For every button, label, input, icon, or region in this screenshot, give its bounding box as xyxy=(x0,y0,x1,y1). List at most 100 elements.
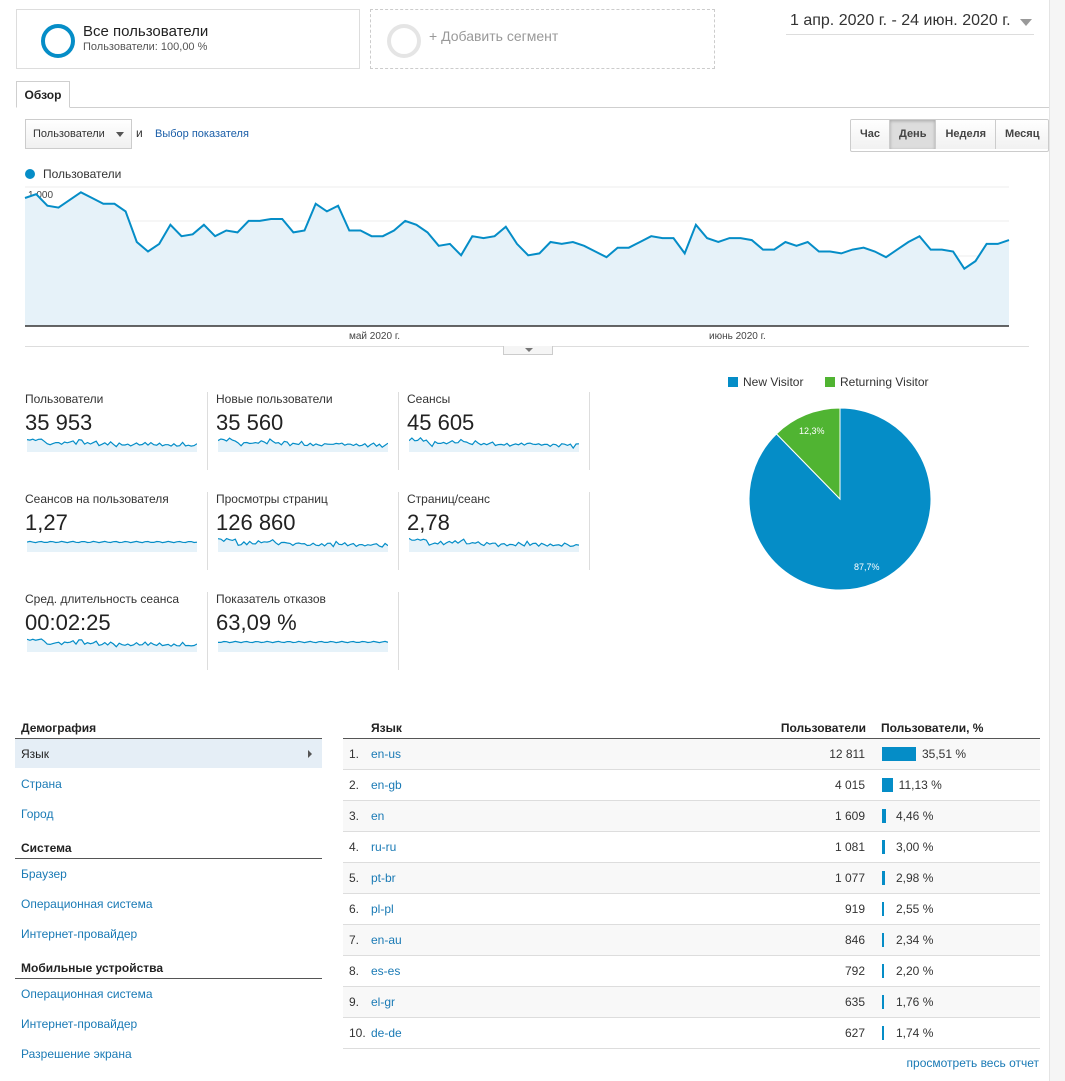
chevron-down-icon xyxy=(1020,19,1032,26)
share-percent: 2,55 % xyxy=(896,902,934,916)
nav-item-mobile-isp[interactable]: Интернет-провайдер xyxy=(21,1017,138,1031)
period-month-button[interactable]: Месяц xyxy=(996,120,1049,149)
share-percent: 2,34 % xyxy=(896,933,934,947)
date-range-picker[interactable]: 1 апр. 2020 г. - 24 июн. 2020 г. xyxy=(786,10,1034,35)
scorecard-title: Страниц/сеанс xyxy=(407,492,491,506)
nav-item-language[interactable]: Язык xyxy=(15,739,322,768)
language-link[interactable]: el-gr xyxy=(371,995,396,1009)
nav-item-country[interactable]: Страна xyxy=(21,777,62,791)
sparkline-area xyxy=(27,639,197,652)
users-value: 1 609 xyxy=(834,809,865,823)
scorecard-bounce-rate[interactable]: Показатель отказов 63,09 % xyxy=(216,592,399,670)
row-number: 1. xyxy=(349,747,360,761)
segment-all-users[interactable]: Все пользователи Пользователи: 100,00 % xyxy=(16,9,360,69)
pie-slice-returning-visitor xyxy=(775,407,841,501)
nav-item-isp[interactable]: Интернет-провайдер xyxy=(21,927,138,941)
scorecard-sessions-per-user[interactable]: Сеансов на пользователя 1,27 xyxy=(25,492,208,570)
visitor-type-pie-chart[interactable] xyxy=(748,407,932,591)
share-bar xyxy=(882,840,885,854)
share-percent: 11,13 % xyxy=(898,778,942,792)
sparkline-area xyxy=(218,641,388,652)
table-row: 4. ru-ru 1 081 3,00 % xyxy=(343,832,1040,863)
scorecard-users[interactable]: Пользователи 35 953 xyxy=(25,392,208,470)
choose-metric-link[interactable]: Выбор показателя xyxy=(155,128,249,140)
page-scrollbar[interactable] xyxy=(1049,0,1065,1081)
section-divider xyxy=(15,978,322,979)
language-link[interactable]: de-de xyxy=(371,1026,402,1040)
row-number: 6. xyxy=(349,902,360,916)
scorecard-pageviews[interactable]: Просмотры страниц 126 860 xyxy=(216,492,399,570)
language-link[interactable]: en-au xyxy=(371,933,402,947)
language-link[interactable]: en-gb xyxy=(371,778,402,792)
users-series-line xyxy=(24,191,1010,271)
scorecard-avg-session-duration[interactable]: Сред. длительность сеанса 00:02:25 xyxy=(25,592,208,670)
sparkline xyxy=(27,638,197,652)
add-segment-button[interactable]: + Добавить сегмент xyxy=(370,9,715,69)
language-link[interactable]: ru-ru xyxy=(371,840,397,854)
segment-ring-empty-icon xyxy=(387,24,421,58)
period-day-button[interactable]: День xyxy=(889,120,937,149)
tab-overview[interactable]: Обзор xyxy=(16,81,70,108)
pie-slice-label: 12,3% xyxy=(799,426,825,436)
sparkline-line xyxy=(409,436,579,450)
legend-swatch xyxy=(825,377,835,387)
share-bar xyxy=(882,933,885,947)
sparkline-line xyxy=(218,437,388,448)
row-number: 4. xyxy=(349,840,360,854)
view-full-report-link[interactable]: просмотреть весь отчет xyxy=(906,1056,1039,1070)
language-link[interactable]: en-us xyxy=(371,747,402,761)
scorecard-value: 00:02:25 xyxy=(25,610,111,635)
scorecard-new-users[interactable]: Новые пользователи 35 560 xyxy=(216,392,399,470)
share-bar xyxy=(882,809,887,823)
row-number: 2. xyxy=(349,778,360,792)
users-line-chart[interactable] xyxy=(0,0,1065,345)
scorecard-value: 35 953 xyxy=(25,410,93,435)
pie-legend-returning-visitor[interactable]: Returning Visitor xyxy=(825,375,929,389)
row-number: 5. xyxy=(349,871,360,885)
period-week-button[interactable]: Неделя xyxy=(936,120,997,149)
row-number: 9. xyxy=(349,995,360,1009)
nav-item-screen-resolution[interactable]: Разрешение экрана xyxy=(21,1047,132,1061)
nav-item-mobile-os[interactable]: Операционная система xyxy=(21,987,153,1001)
share-bar xyxy=(882,1026,884,1040)
chart-expand-toggle[interactable] xyxy=(503,346,553,355)
language-link[interactable]: es-es xyxy=(371,964,401,978)
share-percent: 1,74 % xyxy=(896,1026,934,1040)
table-row: 8. es-es 792 2,20 % xyxy=(343,956,1040,987)
language-link[interactable]: pl-pl xyxy=(371,902,394,916)
nav-item-city[interactable]: Город xyxy=(21,807,54,821)
users-area xyxy=(25,192,1009,326)
period-hour-button[interactable]: Час xyxy=(851,120,890,149)
pie-legend-new-visitor[interactable]: New Visitor xyxy=(728,375,803,389)
date-range-label: 1 апр. 2020 г. - 24 июн. 2020 г. xyxy=(790,12,1011,29)
metric-select[interactable]: Пользователи xyxy=(25,119,132,149)
scorecard-value: 2,78 xyxy=(407,510,450,535)
share-bar xyxy=(882,747,916,761)
sparkline-line xyxy=(27,638,197,648)
row-number: 8. xyxy=(349,964,360,978)
scorecard-pages-per-session[interactable]: Страниц/сеанс 2,78 xyxy=(407,492,590,570)
segment-ring-icon xyxy=(41,24,75,58)
table-header-divider xyxy=(343,738,1040,739)
y-tick-label: 1 000 xyxy=(28,190,54,201)
scorecard-sessions[interactable]: Сеансы 45 605 xyxy=(407,392,590,470)
table-row: 7. en-au 846 2,34 % xyxy=(343,925,1040,956)
sparkline xyxy=(27,438,197,452)
share-bar xyxy=(882,995,884,1009)
share-percent: 2,20 % xyxy=(896,964,934,978)
table-header-language: Язык xyxy=(371,721,402,735)
language-link[interactable]: en xyxy=(371,809,385,823)
table-header-users-pct[interactable]: Пользователи, % xyxy=(881,721,984,735)
section-divider xyxy=(15,858,322,859)
table-row: 3. en 1 609 4,46 % xyxy=(343,801,1040,832)
scorecard-title: Сеансы xyxy=(407,392,451,406)
share-bar xyxy=(882,871,885,885)
and-label: и xyxy=(136,126,143,140)
language-link[interactable]: pt-br xyxy=(371,871,396,885)
nav-item-browser[interactable]: Браузер xyxy=(21,867,67,881)
nav-item-os[interactable]: Операционная система xyxy=(21,897,153,911)
sparkline-line xyxy=(27,540,197,544)
users-value: 919 xyxy=(844,902,865,916)
table-header-users[interactable]: Пользователи xyxy=(780,721,866,735)
sparkline xyxy=(218,537,388,552)
